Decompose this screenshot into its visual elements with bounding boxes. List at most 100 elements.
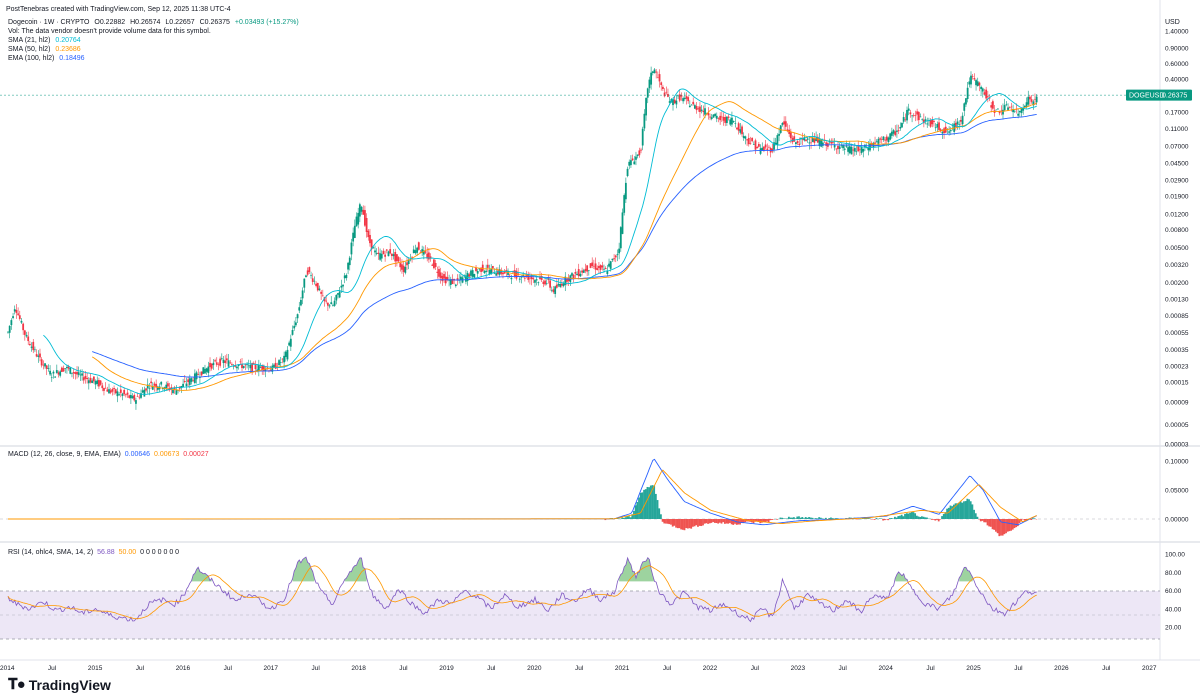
candle-body	[742, 135, 745, 139]
candle-body	[76, 371, 78, 375]
candle-body	[835, 148, 838, 150]
macd-hist-bar	[717, 519, 720, 524]
candle-body	[867, 147, 870, 151]
candle-body	[788, 129, 791, 134]
candle-body	[399, 263, 402, 268]
candle-body	[364, 210, 366, 226]
candle-body	[406, 262, 408, 266]
rsi-ma-line	[7, 565, 1037, 620]
candle-body	[367, 230, 370, 238]
candle-body	[296, 314, 299, 319]
macd-hist-bar	[919, 516, 922, 519]
macd-signal-value: 0.00673	[154, 451, 180, 458]
candle-body	[150, 381, 153, 384]
candle-body	[587, 270, 590, 272]
symbol-legend[interactable]: Dogecoin · 1W · CRYPTO O0.22882 H0.26574…	[8, 18, 302, 27]
candle-body	[877, 138, 880, 146]
macd-hist-bar	[671, 519, 674, 527]
candle-body	[813, 138, 816, 143]
candle-body	[1007, 107, 1009, 110]
candle-body	[803, 137, 806, 141]
candle-body	[471, 270, 474, 277]
candle-body	[887, 137, 890, 143]
candle-body	[417, 242, 420, 250]
candle-body	[596, 268, 599, 271]
candle-body	[372, 247, 375, 249]
candle-body	[239, 361, 242, 363]
candle-body	[815, 137, 818, 141]
macd-hist-value: 0.00027	[183, 451, 209, 458]
candle-body	[497, 270, 499, 275]
candle-body	[369, 234, 371, 244]
volume-note: Vol: The data vendor doesn't provide vol…	[8, 28, 211, 35]
candle-body	[414, 250, 417, 254]
candle-body	[74, 372, 77, 374]
candle-body	[724, 117, 727, 123]
macd-hist-bar	[899, 515, 901, 519]
candle-body	[387, 251, 390, 257]
macd-hist-bar	[1015, 519, 1018, 528]
macd-hist-bar	[766, 519, 768, 522]
candle-body	[380, 253, 383, 259]
rsi-overbought-fill	[895, 571, 908, 582]
candle-body	[981, 88, 984, 92]
candle-body	[633, 161, 636, 165]
macd-hist-bar	[942, 514, 945, 519]
macd-hist-bar	[951, 506, 954, 519]
candle-body	[294, 322, 297, 326]
macd-hist-bar	[771, 519, 773, 520]
candle-body	[645, 98, 647, 116]
price-tick-label: 0.11000	[1165, 126, 1188, 133]
tradingview-logo[interactable]: 𝐓● TradingView	[8, 676, 111, 693]
macd-hist-bar	[798, 516, 800, 519]
candle-body	[493, 273, 496, 274]
macd-hist-bar	[703, 519, 706, 524]
ohlc-close: C0.26375	[199, 19, 230, 26]
candle-body	[288, 342, 291, 346]
candle-body	[673, 99, 676, 104]
rsi-tick-label: 20.00	[1165, 625, 1182, 632]
ohlc-change: +0.03493 (+15.27%)	[234, 19, 299, 26]
time-tick-label: Jul	[1102, 665, 1111, 672]
candle-body	[540, 276, 543, 280]
macd-hist-bar	[685, 519, 688, 529]
candle-body	[747, 137, 750, 145]
candle-body	[353, 225, 356, 238]
rsi-overbought-fill	[292, 557, 315, 582]
candle-body	[1035, 96, 1038, 103]
candle-body	[246, 364, 248, 365]
ema100-line	[92, 113, 1037, 378]
candle-body	[631, 158, 634, 161]
candle-body	[18, 315, 21, 319]
macd-hist-bar	[894, 516, 896, 519]
macd-legend[interactable]: MACD (12, 26, close, 9, EMA, EMA) 0.0064…	[8, 450, 211, 459]
indicator-sma21[interactable]: SMA (21, hl2) 0.20764	[8, 36, 84, 45]
candle-body	[141, 390, 144, 393]
candle-body	[914, 115, 917, 116]
candle-body	[379, 253, 381, 260]
candle-body	[692, 101, 695, 105]
candle-body	[789, 132, 792, 139]
macd-hist-bar	[952, 504, 955, 519]
candle-body	[685, 96, 688, 99]
candle-body	[101, 385, 104, 389]
candle-body	[434, 263, 437, 267]
indicator-sma50[interactable]: SMA (50, hl2) 0.23686	[8, 45, 84, 54]
rsi-legend[interactable]: RSI (14, ohlc4, SMA, 14, 2) 56.88 50.00 …	[8, 548, 181, 557]
candle-body	[704, 108, 706, 115]
macd-hist-bar	[897, 516, 900, 519]
candle-body	[874, 142, 876, 144]
macd-hist-bar	[793, 517, 795, 519]
candle-body	[529, 277, 531, 279]
macd-hist-bar	[781, 517, 784, 519]
indicator-ema100[interactable]: EMA (100, hl2) 0.18496	[8, 54, 88, 63]
candle-body	[537, 282, 540, 284]
macd-hist-bar	[936, 519, 938, 520]
price-tick-label: 0.00003	[1165, 442, 1189, 449]
candle-body	[82, 377, 85, 381]
candle-body	[963, 103, 966, 111]
macd-hist-bar	[651, 485, 654, 519]
candle-body	[473, 274, 476, 278]
price-tick-label: 0.00200	[1165, 280, 1189, 287]
